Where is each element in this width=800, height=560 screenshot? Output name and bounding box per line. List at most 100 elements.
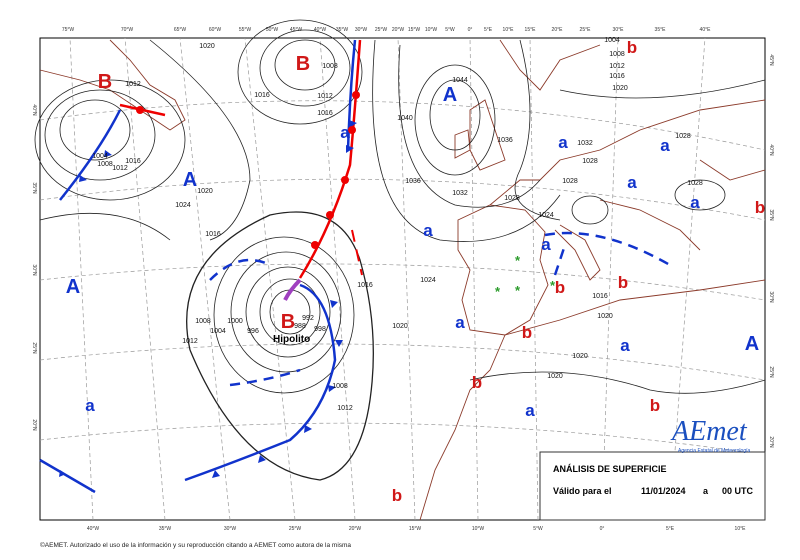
pressure-center: b <box>522 323 532 342</box>
isobar-label: 1020 <box>392 323 408 330</box>
pressure-center: A <box>745 333 759 355</box>
isobar-label: 1032 <box>452 190 468 197</box>
lon-label: 20°W <box>349 526 362 532</box>
lat-label: 20°N <box>768 436 774 448</box>
isobar-label: 988 <box>294 323 306 330</box>
isobar-label: 1024 <box>538 212 554 219</box>
logo: AEmet <box>670 416 748 447</box>
svg-text:*: * <box>550 278 556 293</box>
isobar-label: 1008 <box>97 161 113 168</box>
isobars <box>34 19 766 481</box>
isobar-label: 1028 <box>562 178 578 185</box>
title: ANÁLISIS DE SUPERFICIE <box>553 464 667 474</box>
logo-subtitle: Agencia Estatal de Meteorología <box>678 448 750 454</box>
svg-text:*: * <box>515 283 521 298</box>
lat-label: 25°N <box>768 366 774 378</box>
lon-label: 75°W <box>62 27 75 33</box>
lon-label: 15°W <box>409 526 422 532</box>
isobar-label: 1012 <box>317 93 333 100</box>
lon-label: 25°E <box>580 27 592 33</box>
pressure-center: b <box>392 486 402 505</box>
isobar-label: 1000 <box>227 318 243 325</box>
isobar-label: 1004 <box>210 328 226 335</box>
fronts <box>39 39 671 494</box>
lat-label: 35°N <box>768 209 774 221</box>
date: 11/01/2024 <box>641 486 686 496</box>
pressure-center: b <box>755 198 765 217</box>
isobar-label: 1016 <box>592 293 608 300</box>
lat-label: 30°N <box>31 264 37 276</box>
isobar-label: 1012 <box>609 63 625 70</box>
lat-label: 40°N <box>31 104 37 116</box>
pressure-center: a <box>627 173 637 192</box>
lat-label: 45°N <box>768 54 774 66</box>
pressure-center: b <box>618 273 628 292</box>
isobar-label: 1012 <box>182 338 198 345</box>
isobar-label: 1028 <box>504 195 520 202</box>
isobar-label: 1008 <box>332 383 348 390</box>
lon-label: 30°E <box>613 27 625 33</box>
svg-text:*: * <box>515 253 521 268</box>
lon-label: 60°W <box>209 27 222 33</box>
lon-label: 40°W <box>314 27 327 33</box>
isobar-label: 1008 <box>609 51 625 58</box>
svg-text:*: * <box>495 284 501 299</box>
lon-label: 25°W <box>289 526 302 532</box>
lon-label: 20°W <box>392 27 405 33</box>
warm-symbols <box>136 91 360 249</box>
isobar-label: 1020 <box>547 373 563 380</box>
lon-label: 35°E <box>655 27 667 33</box>
isobar-label: 1012 <box>337 405 353 412</box>
isobar-label: 1020 <box>597 313 613 320</box>
lon-label: 0° <box>600 526 605 532</box>
lon-label: 45°W <box>290 27 303 33</box>
isobar-label: 1040 <box>397 115 413 122</box>
lon-label: 30°W <box>355 27 368 33</box>
lon-label: 15°E <box>525 27 537 33</box>
lon-label: 15°W <box>408 27 421 33</box>
isobar-label: 1024 <box>420 277 436 284</box>
isobar-label: 1012 <box>112 165 128 172</box>
lon-label: 10°E <box>735 526 747 532</box>
isobar-label: 992 <box>302 315 314 322</box>
lon-label: 10°W <box>472 526 485 532</box>
isobar-label: 1032 <box>577 140 593 147</box>
lat-label: 35°N <box>31 182 37 194</box>
lon-label: 20°E <box>552 27 564 33</box>
isobar-label: 996 <box>247 328 259 335</box>
lon-label: 35°W <box>336 27 349 33</box>
lon-label: 5°E <box>666 526 675 532</box>
isobar-label: 1004 <box>604 37 620 44</box>
lat-label: 25°N <box>31 342 37 354</box>
isobar-label: 1028 <box>675 133 691 140</box>
pressure-center: a <box>690 193 700 212</box>
pressure-center: b <box>472 373 482 392</box>
lon-label: 70°W <box>121 27 134 33</box>
isobar-label: 1044 <box>452 77 468 84</box>
isobar-label: 1004 <box>92 153 108 160</box>
isobar-label: 998 <box>314 326 326 333</box>
pressure-center: A <box>183 169 197 191</box>
lon-label: 25°W <box>375 27 388 33</box>
isobar-label: 1012 <box>125 81 141 88</box>
pressure-center: a <box>660 136 670 155</box>
lat-label: 40°N <box>768 144 774 156</box>
pressure-center: A <box>443 84 457 106</box>
lon-label: 65°W <box>174 27 187 33</box>
pressure-center: a <box>455 313 465 332</box>
isobar-label: 1016 <box>317 110 333 117</box>
isobar-label: 1008 <box>322 63 338 70</box>
lon-label: 35°W <box>159 526 172 532</box>
pressure-center: b <box>555 278 565 297</box>
rain-symbols: * * * * <box>495 253 556 299</box>
pressure-center: a <box>541 235 551 254</box>
isobar-label: 1020 <box>199 43 215 50</box>
pressure-center: B <box>296 53 310 75</box>
isobar-label: 1020 <box>612 85 628 92</box>
lon-label: 55°W <box>239 27 252 33</box>
isobar-label: 1016 <box>609 73 625 80</box>
footer: ©AEMET. Autorizado el uso de la informac… <box>40 541 351 549</box>
isobar-label: 1016 <box>357 282 373 289</box>
lon-label: 40°E <box>700 27 712 33</box>
time: 00 UTC <box>722 486 754 496</box>
